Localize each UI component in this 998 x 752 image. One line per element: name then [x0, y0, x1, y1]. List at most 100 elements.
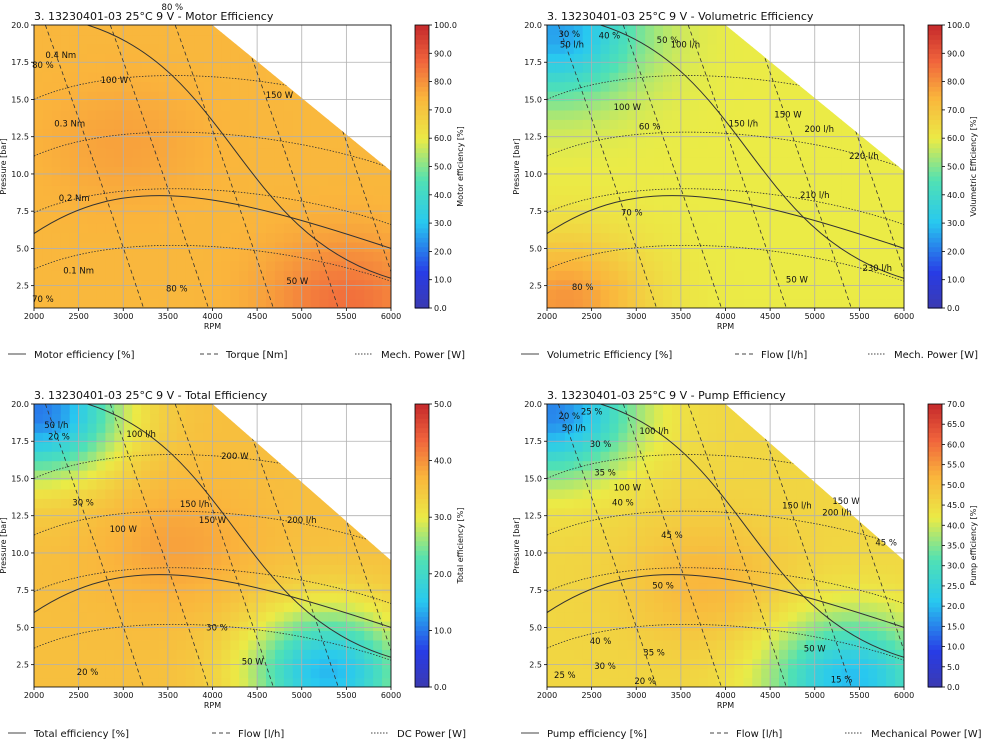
colorbar-tick-label: 90.0: [947, 49, 965, 58]
contour-label: 50 W: [804, 644, 827, 654]
y-tick-label: 5.0: [16, 623, 29, 632]
x-tick-label: 2000: [24, 312, 44, 321]
y-tick-label: 10.0: [11, 549, 29, 558]
colorbar-tick-label: 15.0: [947, 622, 965, 631]
colorbar-tick-label: 20.0: [434, 570, 452, 579]
contour-label: 100 W: [614, 103, 642, 113]
contour-label: 30 %: [206, 623, 228, 633]
contour-label: 0.3 Nm: [54, 119, 85, 129]
legend-label: Total efficiency [%]: [33, 729, 129, 740]
x-tick-label: 2500: [68, 312, 88, 321]
x-tick-label: 5000: [292, 691, 312, 700]
colorbar-tick-label: 50.0: [947, 163, 965, 172]
colorbar-tick-label: 60.0: [434, 134, 452, 143]
x-tick-label: 5500: [849, 312, 869, 321]
legend-label: Torque [Nm]: [225, 350, 288, 361]
y-tick-label: 20.0: [11, 400, 29, 409]
x-tick-label: 6000: [894, 691, 914, 700]
contour-label: 40 %: [590, 637, 612, 647]
colorbar-tick-label: 30.0: [434, 219, 452, 228]
contour-label: 15 %: [831, 676, 853, 686]
colorbar-tick-label: 40.0: [434, 191, 452, 200]
colorbar-tick-label: 0.0: [947, 683, 960, 692]
y-tick-label: 10.0: [524, 170, 542, 179]
contour-label: 35 %: [643, 649, 665, 659]
contour-label: 20 %: [634, 677, 656, 687]
colorbar-tick-label: 70.0: [947, 106, 965, 115]
y-tick-label: 5.0: [529, 244, 542, 253]
legend-label: Flow [l/h]: [238, 729, 284, 740]
x-axis-label: RPM: [204, 322, 221, 331]
x-tick-label: 6000: [894, 312, 914, 321]
colorbar-tick-label: 55.0: [947, 461, 965, 470]
colorbar-tick-label: 70.0: [434, 106, 452, 115]
contour-label: 80 %: [572, 283, 594, 293]
y-axis-label: Pressure [bar]: [512, 138, 521, 194]
colorbar-tick-label: 70.0: [947, 400, 965, 409]
contour-label: 70 %: [32, 295, 54, 305]
x-tick-label: 2500: [581, 691, 601, 700]
contour-label: 50 l/h: [562, 424, 586, 434]
colorbar-tick-label: 10.0: [434, 626, 452, 635]
x-tick-label: 3500: [671, 312, 691, 321]
contour-label: 0.1 Nm: [63, 267, 94, 277]
x-tick-label: 3500: [158, 312, 178, 321]
contour-labels: 20 % 25 %30 %50 l/h 100 l/h35 %100 W40 % 15…: [554, 407, 897, 687]
contour-label: 150 l/h: [180, 500, 210, 510]
x-tick-label: 5500: [336, 691, 356, 700]
x-tick-label: 3500: [671, 691, 691, 700]
contour-label: 20 %: [559, 412, 581, 422]
contour-label: 35 %: [594, 468, 616, 478]
x-tick-label: 6000: [381, 691, 401, 700]
contour-label: 100 W: [101, 76, 129, 86]
legend-label: Motor efficiency [%]: [34, 350, 135, 361]
y-tick-label: 10.0: [11, 170, 29, 179]
contour-label: 50 W: [242, 658, 265, 668]
legend: Volumetric Efficiency [%] Flow [l/h] Mech.…: [521, 350, 978, 361]
x-axis-label: RPM: [717, 701, 734, 710]
y-tick-label: 7.5: [529, 586, 542, 595]
y-tick-label: 20.0: [524, 400, 542, 409]
x-tick-label: 2000: [537, 691, 557, 700]
x-tick-label: 5500: [336, 312, 356, 321]
y-tick-label: 15.0: [11, 474, 29, 483]
x-tick-label: 3500: [158, 691, 178, 700]
y-tick-label: 17.5: [11, 437, 29, 446]
colorbar-tick-label: 45.0: [947, 501, 965, 510]
x-axis-label: RPM: [717, 322, 734, 331]
colorbar-tick-label: 30.0: [434, 513, 452, 522]
colorbar-tick-label: 10.0: [947, 276, 965, 285]
colorbar-tick-label: 100.0: [947, 21, 970, 30]
efficiency-fill: [547, 25, 904, 308]
contour-label: 30 %: [559, 30, 581, 40]
contour-label: 80 %: [166, 285, 188, 295]
y-tick-label: 15.0: [11, 95, 29, 104]
colorbar-tick-label: 50.0: [434, 400, 452, 409]
colorbar-tick-label: 60.0: [947, 440, 965, 449]
contour-label: 150 l/h: [729, 119, 759, 129]
contour-label: 100 l/h: [671, 40, 701, 50]
colorbar-tick-label: 10.0: [434, 276, 452, 285]
colorbar-tick-label: 30.0: [947, 219, 965, 228]
y-tick-label: 17.5: [524, 58, 542, 67]
y-axis-label: Pressure [bar]: [0, 138, 8, 194]
contour-lines: [34, 404, 391, 687]
chart-panel-3: 3. 13230401-03 25°C 9 V - Total Efficien…: [0, 389, 466, 740]
x-tick-label: 2000: [537, 312, 557, 321]
contour-label: 50 %: [657, 36, 679, 46]
contour-label: 100 W: [614, 483, 642, 493]
contour-label: 200 W: [221, 452, 249, 462]
colorbar-tick-label: 0.0: [434, 683, 447, 692]
y-tick-label: 5.0: [529, 623, 542, 632]
colorbar-tick-label: 20.0: [434, 247, 452, 256]
y-tick-label: 12.5: [11, 133, 29, 142]
colorbar-tick-label: 30.0: [947, 562, 965, 571]
contour-label: 50 l/h: [560, 40, 584, 50]
chart-title: 3. 13230401-03 25°C 9 V - Volumetric Eff…: [547, 10, 814, 23]
x-tick-label: 5000: [805, 691, 825, 700]
x-tick-label: 4500: [247, 691, 267, 700]
y-tick-label: 17.5: [11, 58, 29, 67]
contour-label: 150 W: [774, 110, 802, 120]
y-tick-label: 5.0: [16, 244, 29, 253]
